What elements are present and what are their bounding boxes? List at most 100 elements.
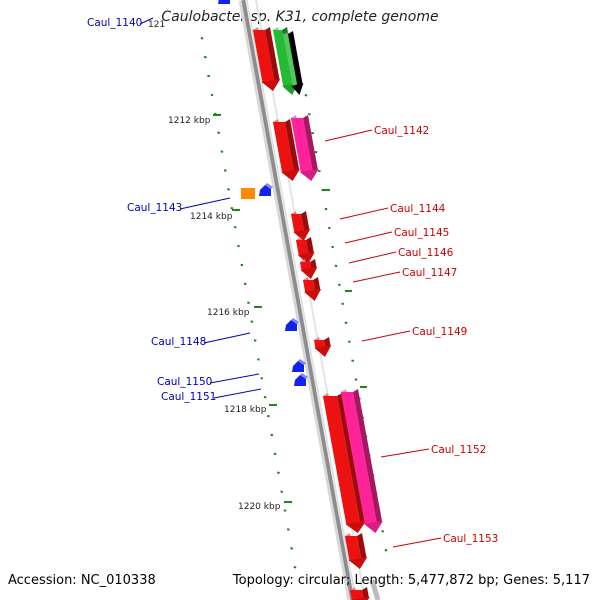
tick-dot-left bbox=[247, 301, 250, 304]
gene-cds-blue-body bbox=[285, 320, 297, 331]
gene-cds-pink-head bbox=[299, 169, 319, 181]
scale-label: 1220 kbp bbox=[238, 502, 281, 512]
tick-dot-left bbox=[240, 263, 244, 267]
gene-cds-pink-head bbox=[363, 521, 383, 533]
gene-cds-red[interactable] bbox=[291, 211, 311, 241]
gene-cds-blue[interactable] bbox=[218, 0, 232, 4]
gene-label-text[interactable]: Caul_1149 bbox=[412, 326, 467, 338]
gene-cds-blue[interactable] bbox=[259, 183, 273, 196]
gene-cds-blue-top bbox=[291, 318, 299, 324]
gene-label-caul_1146[interactable]: Caul_1146 bbox=[348, 247, 454, 264]
gene-cds-red[interactable] bbox=[273, 119, 301, 181]
tick-dot-left bbox=[237, 244, 240, 248]
gene-cds-red-head bbox=[300, 267, 318, 279]
tick-dot-left bbox=[243, 282, 247, 286]
tick-dot-left bbox=[207, 74, 211, 78]
tick-marks bbox=[200, 37, 388, 569]
tick-dot-left bbox=[283, 509, 287, 512]
leader-line bbox=[361, 330, 411, 342]
gene-cds-blue[interactable] bbox=[292, 359, 306, 372]
tick-dot-left bbox=[210, 93, 214, 97]
gene-cds-orange[interactable] bbox=[241, 188, 255, 199]
gene-cds-blue[interactable] bbox=[285, 318, 299, 331]
gene-label-caul_1152[interactable]: Caul_1152 bbox=[380, 444, 486, 458]
gene-cds-green-pale-side bbox=[288, 31, 303, 86]
gene-cds-pink-face bbox=[291, 118, 313, 172]
gene-label-text[interactable]: Caul_1151 bbox=[161, 391, 216, 403]
gene-cds-red-head bbox=[293, 229, 311, 241]
tick-dot-left bbox=[227, 188, 230, 191]
gene-cds-blue[interactable] bbox=[294, 373, 308, 386]
tick-dot-right bbox=[307, 112, 311, 116]
gene-cds-pink-side bbox=[353, 389, 382, 524]
gene-cds-red[interactable] bbox=[300, 259, 318, 279]
gene-cds-red[interactable] bbox=[345, 533, 368, 569]
gene-label-caul_1143[interactable]: Caul_1143 bbox=[127, 197, 231, 214]
tick-dot-left bbox=[250, 320, 254, 323]
gene-label-caul_1144[interactable]: Caul_1144 bbox=[339, 203, 446, 220]
tick-dot-left bbox=[203, 55, 207, 59]
gene-label-caul_1145[interactable]: Caul_1145 bbox=[344, 227, 449, 244]
gene-cds-red-side bbox=[313, 277, 321, 292]
gene-label-text[interactable]: Caul_1150 bbox=[157, 376, 212, 388]
map-title: Caulobacter sp. K31, complete genome bbox=[161, 9, 439, 25]
backbone-highlight bbox=[245, 0, 356, 600]
gene-label-caul_1140[interactable]: Caul_1140 bbox=[87, 17, 154, 29]
gene-label-text[interactable]: Caul_1148 bbox=[151, 336, 206, 348]
leader-line bbox=[348, 251, 397, 264]
gene-label-text[interactable]: Caul_1143 bbox=[127, 202, 182, 214]
gene-cds-red[interactable] bbox=[350, 587, 370, 600]
gene-cds-blue-top bbox=[265, 183, 273, 189]
tick-dot-right bbox=[304, 94, 308, 97]
gene-label-caul_1148[interactable]: Caul_1148 bbox=[151, 332, 251, 348]
tick-dot-left bbox=[263, 395, 267, 399]
scale-labels: 121 1212 kbp 1214 kbp 1216 kbp 1218 kbp 1220 … bbox=[148, 20, 281, 512]
gene-label-caul_1149[interactable]: Caul_1149 bbox=[361, 326, 467, 342]
leader-line bbox=[139, 17, 154, 25]
gene-cds-red-head bbox=[297, 252, 315, 264]
tick-dot-right bbox=[384, 549, 388, 552]
tick-dot-left bbox=[213, 112, 217, 116]
tick-dot-left bbox=[276, 471, 280, 475]
gene-cds-blue-body bbox=[259, 185, 271, 196]
gene-label-text[interactable]: Caul_1140 bbox=[87, 17, 142, 29]
gene-cds-green-pale-head bbox=[291, 83, 304, 95]
tick-dot-right bbox=[354, 378, 358, 381]
gene-label-text[interactable]: Caul_1145 bbox=[394, 227, 449, 239]
genome-stats-text: Topology: circular; Length: 5,477,872 bp… bbox=[232, 573, 590, 588]
leader-line bbox=[203, 332, 251, 344]
gene-cds-red[interactable] bbox=[253, 27, 281, 91]
tick-dot-right bbox=[314, 150, 318, 154]
leader-line bbox=[179, 197, 231, 210]
gene-label-text[interactable]: Caul_1144 bbox=[390, 203, 446, 215]
gene-label-caul_1147[interactable]: Caul_1147 bbox=[352, 267, 457, 283]
gene-label-text[interactable]: Caul_1146 bbox=[398, 247, 454, 259]
gene-label-text[interactable]: Caul_1153 bbox=[443, 533, 498, 545]
leader-line bbox=[209, 373, 260, 384]
gene-cds-red[interactable] bbox=[303, 277, 322, 301]
tick-dot-left bbox=[223, 169, 227, 172]
gene-label-text[interactable]: Caul_1152 bbox=[431, 444, 486, 456]
gene-cds-red-face bbox=[253, 30, 275, 82]
gene-cds-green-pale[interactable] bbox=[283, 31, 304, 95]
gene-label-text[interactable]: Caul_1142 bbox=[374, 125, 429, 137]
gene-cds-blue-body bbox=[292, 361, 304, 372]
tick-dot-left bbox=[257, 358, 260, 361]
gene-cds-red[interactable] bbox=[323, 393, 367, 533]
tick-dot-left bbox=[230, 207, 234, 210]
tick-dot-right bbox=[347, 340, 351, 343]
gene-cds-red-head bbox=[314, 345, 332, 357]
gene-cds-red[interactable] bbox=[296, 237, 315, 264]
gene-label-caul_1153[interactable]: Caul_1153 bbox=[392, 533, 498, 548]
tick-dot-left bbox=[260, 377, 264, 380]
gene-cds-red-head bbox=[304, 289, 322, 301]
gene-cds-pink[interactable] bbox=[291, 115, 319, 181]
gene-cds-red[interactable] bbox=[314, 337, 332, 357]
gene-label-caul_1151[interactable]: Caul_1151 bbox=[161, 388, 262, 403]
gene-label-caul_1150[interactable]: Caul_1150 bbox=[157, 373, 260, 388]
gene-cds-red-head bbox=[345, 521, 367, 533]
gene-label-caul_1142[interactable]: Caul_1142 bbox=[324, 125, 429, 142]
tick-dot-right bbox=[351, 359, 355, 362]
gene-cds-pink[interactable] bbox=[341, 389, 383, 533]
gene-label-text[interactable]: Caul_1147 bbox=[402, 267, 457, 279]
